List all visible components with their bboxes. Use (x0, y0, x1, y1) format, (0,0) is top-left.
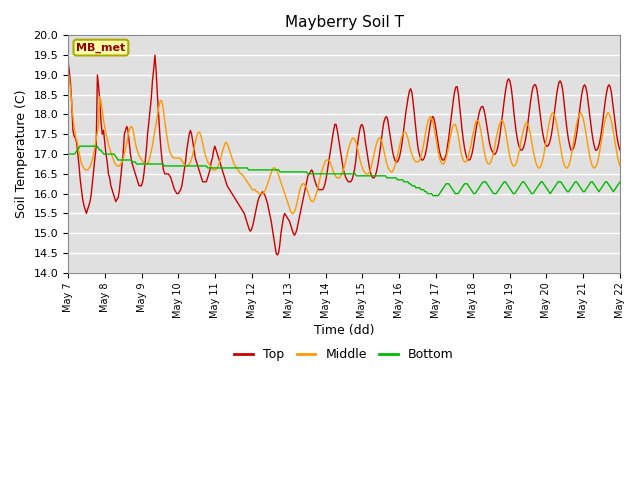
Middle (248, 187, 256, 192)
Top (300, 191, 308, 196)
Top (273, 252, 281, 258)
Middle (83, 167, 90, 173)
Top (533, 86, 541, 92)
Bottom (595, 189, 603, 194)
Bottom (429, 193, 436, 199)
Middle (520, 125, 527, 131)
Bottom (64, 151, 72, 157)
Middle (616, 163, 624, 169)
Legend: Top, Middle, Bottom: Top, Middle, Bottom (229, 343, 459, 366)
Bottom (84, 143, 92, 149)
Bottom (312, 171, 319, 177)
Middle (594, 159, 602, 165)
Middle (64, 68, 72, 74)
Top (64, 58, 72, 64)
Text: MB_met: MB_met (76, 42, 125, 53)
Top (281, 211, 289, 216)
Bottom (76, 143, 84, 149)
Bottom (338, 171, 346, 177)
Top (151, 52, 159, 58)
Bottom (522, 181, 529, 187)
Line: Middle: Middle (68, 71, 620, 214)
Top (257, 191, 265, 196)
Bottom (250, 167, 258, 173)
X-axis label: Time (dd): Time (dd) (314, 324, 374, 337)
Top (616, 147, 624, 153)
Top (488, 147, 495, 153)
Line: Bottom: Bottom (68, 146, 620, 196)
Title: Mayberry Soil T: Mayberry Soil T (285, 15, 403, 30)
Y-axis label: Soil Temperature (C): Soil Temperature (C) (15, 90, 28, 218)
Line: Top: Top (68, 55, 620, 255)
Bottom (616, 179, 624, 185)
Middle (288, 211, 296, 216)
Top (479, 104, 487, 109)
Middle (338, 171, 346, 177)
Middle (312, 193, 319, 199)
